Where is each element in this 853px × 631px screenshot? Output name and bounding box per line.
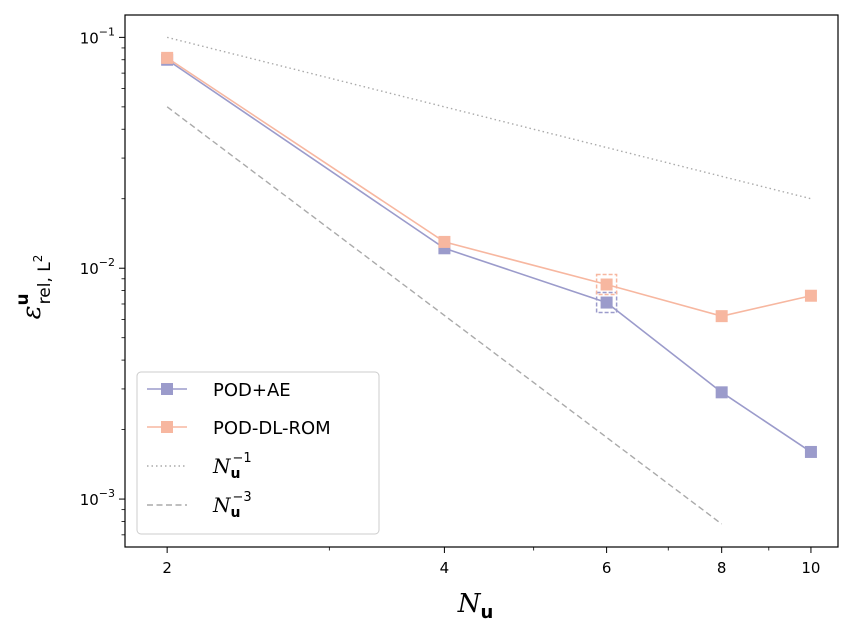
y-tick-label-2: 10−1: [80, 25, 115, 47]
data-point-1-3: [715, 310, 728, 323]
legend-label-2: Nu−1: [212, 451, 252, 482]
data-point-1-0: [161, 51, 174, 64]
series-line-3: [166, 106, 723, 525]
data-point-0-4: [804, 445, 817, 458]
data-point-1-4: [804, 289, 817, 302]
x-axis-label: Nu: [457, 589, 494, 623]
y-tick-label-1: 10−2: [80, 256, 115, 278]
legend: POD+AE POD-DL-ROM Nu−1 Nu−3: [136, 371, 380, 535]
legend-label-0: POD+AE: [213, 380, 291, 401]
data-point-1-1: [438, 235, 451, 248]
axes-frame: [124, 14, 839, 548]
x-tick-label-2: 6: [602, 559, 612, 577]
x-tick-label-1: 4: [440, 559, 450, 577]
x-tick-label-3: 8: [717, 559, 727, 577]
data-point-0-2: [600, 296, 613, 309]
data-point-1-2: [600, 278, 613, 291]
legend-marker-1: [161, 421, 173, 433]
legend-marker-0: [161, 383, 173, 395]
legend-label-1: POD-DL-ROM: [213, 418, 331, 439]
axes: 2 4 6 8 10 10−3 10−2 10−1 Nu εu rel, L2: [13, 14, 839, 623]
highlight-box-0: [595, 291, 618, 314]
legend-box: [136, 371, 380, 535]
x-tick-label-0: 2: [162, 559, 172, 577]
legend-label-3: Nu−3: [212, 490, 252, 521]
x-tick-label-4: 10: [801, 559, 820, 577]
y-axis-label-group: εu rel, L2: [13, 255, 55, 320]
highlight-box-1: [595, 273, 618, 296]
plot-area: [161, 36, 817, 525]
y-tick-label-0: 10−3: [80, 487, 115, 509]
data-point-0-3: [715, 386, 728, 399]
y-axis-label: εu rel, L2: [13, 255, 55, 320]
